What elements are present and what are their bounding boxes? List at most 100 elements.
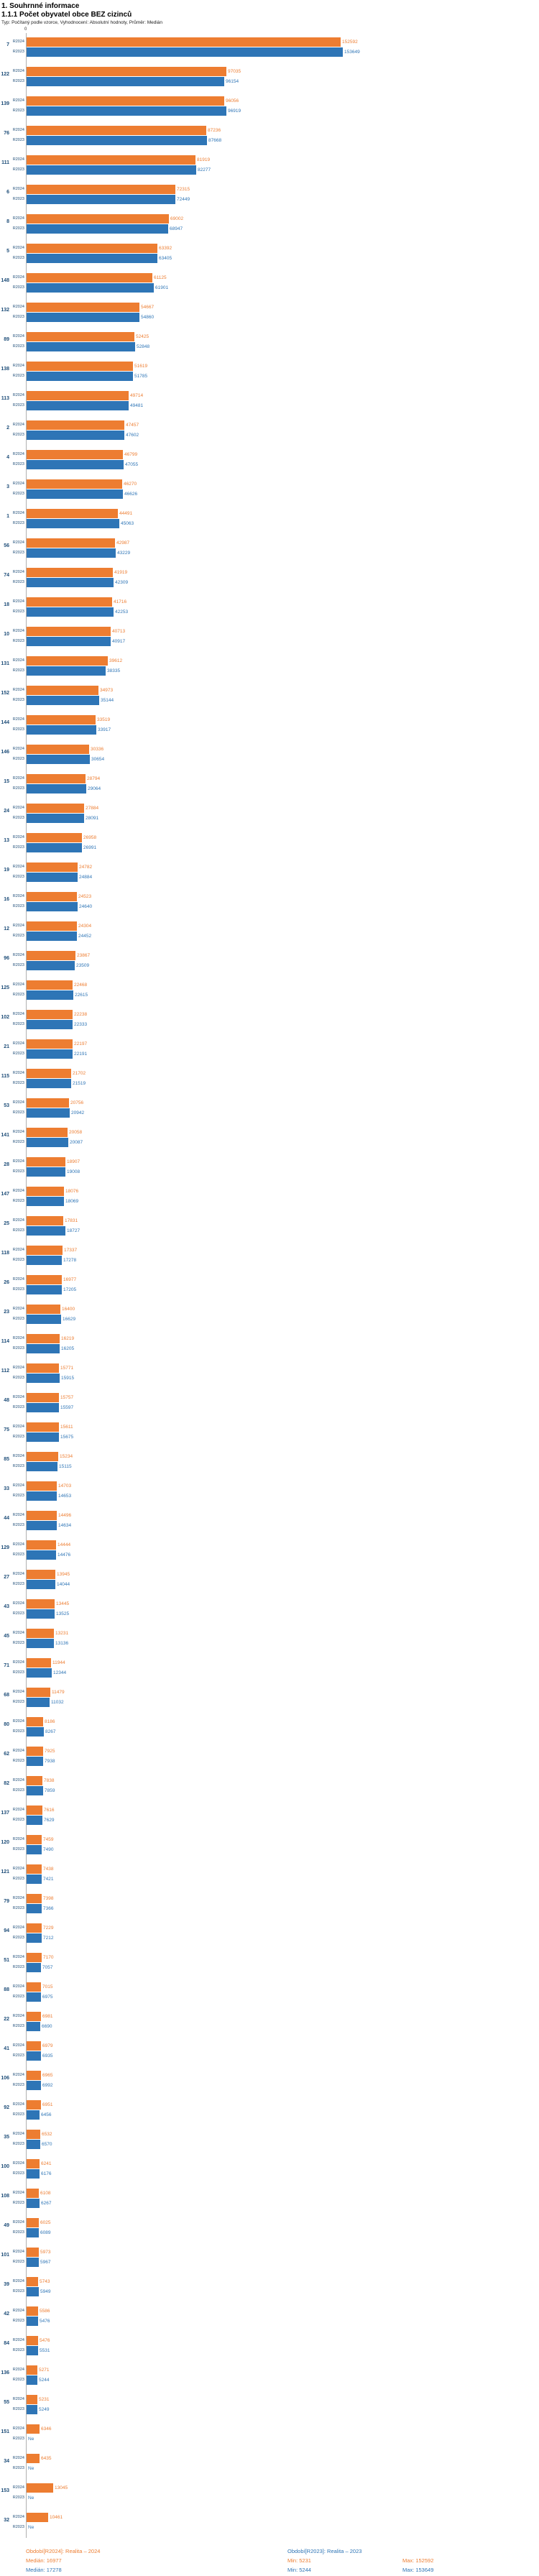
series-tick: R2024: [12, 747, 24, 751]
series-tick: R2023: [12, 904, 24, 908]
bar: [27, 2199, 40, 2208]
bar: [27, 2051, 41, 2061]
row-id-label: 118: [1, 1251, 9, 1256]
series-tick: R2024: [12, 216, 24, 221]
row-id-label: 2: [6, 426, 9, 431]
series-tick: R2024: [12, 1749, 24, 1753]
bar: [27, 833, 82, 842]
series-tick: R2024: [12, 1778, 24, 1782]
series-tick: R2023: [12, 167, 24, 172]
series-tick: R2023: [12, 2289, 24, 2294]
bar: [27, 106, 226, 116]
bar-value: 5531: [40, 2348, 50, 2353]
series-tick: R2023: [12, 1464, 24, 1468]
bar: [27, 1315, 61, 1324]
bar-value: 18907: [67, 1159, 80, 1164]
bar-value: 5949: [40, 2289, 51, 2294]
chart-row: 35 R2024 6532 R2023 6570: [4, 2125, 539, 2155]
series-tick: R2024: [12, 423, 24, 427]
bar: [27, 519, 119, 528]
bar: [27, 2169, 40, 2179]
chart-row: 43 R2024 13445 R2023 13525: [4, 1595, 539, 1624]
bar-value: 28794: [87, 776, 101, 781]
bar-value: 6935: [42, 2053, 53, 2058]
bar-value: 7925: [45, 1749, 55, 1754]
chart-row: 33 R2024 14703 R2023 14653: [4, 1477, 539, 1506]
bar: [27, 902, 78, 911]
row-id-label: 132: [1, 308, 9, 313]
bar: [27, 1609, 55, 1619]
row-id-label: 25: [4, 1221, 9, 1226]
bar-value: 47055: [125, 462, 139, 467]
row-id-label: 21: [4, 1044, 9, 1049]
series-tick: R2023: [12, 1052, 24, 1056]
series-tick: R2024: [12, 275, 24, 280]
series-tick: R2024: [12, 806, 24, 810]
bar: [27, 1010, 73, 1019]
bar: [27, 1599, 55, 1609]
series-tick: R2023: [12, 1847, 24, 1852]
stats-line-r2023: Medián: 17278 Min: 5244 Max: 153649: [26, 2567, 539, 2576]
bar-value: 39612: [109, 658, 123, 663]
bar: [27, 273, 152, 282]
chart-row: 44 R2024 14496 R2023 14634: [4, 1506, 539, 1536]
row-id-label: 6: [6, 190, 9, 195]
bar: [27, 2159, 40, 2168]
bar: [27, 244, 157, 253]
series-tick: R2023: [12, 1110, 24, 1115]
bar-value: 33519: [97, 717, 111, 722]
bar: [27, 843, 82, 852]
bar: [27, 1757, 43, 1766]
series-tick: R2023: [12, 1641, 24, 1645]
series-tick: R2024: [12, 98, 24, 103]
bar: [27, 578, 114, 587]
chart-row: 48 R2024 15757 R2023 15597: [4, 1389, 539, 1418]
series-tick: R2024: [12, 2043, 24, 2048]
bar-value: 5586: [40, 2309, 50, 2314]
chart-row: 55 R2024 5231 R2023 5249: [4, 2391, 539, 2420]
bar-value: 5743: [40, 2279, 50, 2284]
bar-value: 41716: [114, 599, 127, 604]
row-id-label: 43: [4, 1604, 9, 1609]
chart-row: 118 R2024 17337 R2023 17278: [1, 1241, 539, 1271]
chart-row: 147 R2024 18076 R2023 18069: [1, 1182, 539, 1212]
bar: [27, 1128, 68, 1137]
series-tick: R2024: [12, 2191, 24, 2195]
bar: [27, 1039, 73, 1049]
chart-row: 21 R2024 22197 R2023 22191: [4, 1035, 539, 1064]
bar: [27, 892, 77, 901]
bar-value: 14703: [58, 1484, 72, 1489]
chart-row: 114 R2024 16219 R2023 16205: [1, 1330, 539, 1359]
bar: [27, 2405, 37, 2414]
bar-value: 13136: [55, 1641, 69, 1646]
chart-row: 111 R2024 81919 R2023 82277: [1, 151, 539, 180]
bar-value: 6981: [42, 2014, 53, 2019]
bar: [27, 2041, 41, 2051]
row-id-label: 33: [4, 1486, 9, 1491]
max-r2024: Max: 152592: [402, 2557, 434, 2564]
row-id-label: 19: [4, 868, 9, 873]
series-tick: R2023: [12, 1611, 24, 1616]
row-id-label: 68: [4, 1693, 9, 1698]
row-id-label: 35: [4, 2135, 9, 2140]
bar-value: 96056: [226, 98, 239, 104]
row-id-label: 115: [1, 1074, 9, 1079]
bar: [27, 1108, 70, 1118]
row-id-label: 113: [1, 396, 9, 401]
bar: [27, 2110, 40, 2120]
series-tick: R2023: [12, 1258, 24, 1262]
bar-value: 7015: [42, 1984, 53, 1990]
row-id-label: 94: [4, 1928, 9, 1933]
bar-value: 17205: [63, 1287, 77, 1292]
chart-row: 80 R2024 8186 R2023 8267: [4, 1713, 539, 1742]
bar-value: 22238: [74, 1012, 88, 1017]
bar-value: 97035: [228, 69, 241, 74]
series-tick: R2024: [12, 511, 24, 515]
series-tick: R2024: [12, 776, 24, 781]
bar-value: 96919: [228, 109, 241, 114]
bar: [27, 1069, 71, 1078]
series-tick: R2023: [12, 2171, 24, 2176]
bar-value: 5271: [39, 2368, 50, 2373]
series-tick: R2023: [12, 668, 24, 673]
bar: [27, 548, 116, 558]
